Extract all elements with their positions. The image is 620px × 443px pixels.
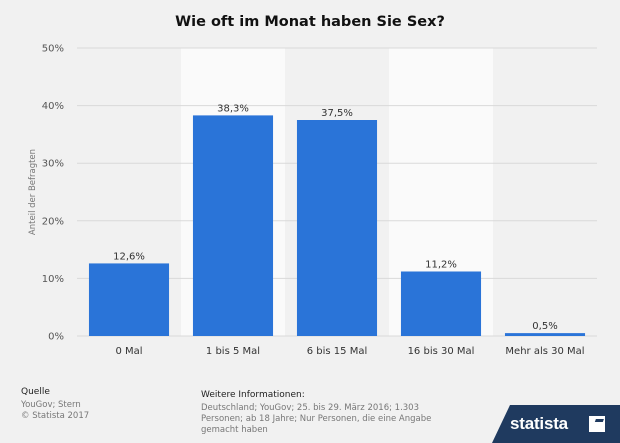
brand-wordmark: statista (510, 414, 568, 433)
y-tick-label: 20% (42, 216, 64, 227)
x-tick-label: Mehr als 30 Mal (505, 346, 584, 357)
x-tick-label: 1 bis 5 Mal (206, 346, 260, 357)
x-tick-label: 0 Mal (115, 346, 142, 357)
info-block: Weitere Informationen: Deutschland; YouG… (201, 390, 461, 436)
source-heading: Quelle (21, 387, 50, 397)
bar (88, 263, 170, 336)
bar (296, 120, 378, 336)
copyright-line: © Statista 2017 (21, 411, 90, 421)
y-axis-title: Anteil der Befragten (28, 149, 38, 235)
info-text: Deutschland; YouGov; 25. bis 29. März 20… (201, 403, 432, 435)
source-block: Quelle YouGov; Stern © Statista 2017 (21, 387, 191, 422)
y-tick-label: 30% (42, 159, 64, 170)
bar (504, 333, 586, 336)
y-tick-label: 40% (42, 101, 64, 112)
y-tick-label: 0% (48, 332, 64, 343)
data-label: 37,5% (321, 108, 353, 119)
chart-title: Wie oft im Monat haben Sie Sex? (175, 14, 445, 30)
statista-logo[interactable]: statista (492, 405, 620, 443)
y-tick-label: 50% (42, 44, 64, 55)
statista-mark-icon (589, 416, 605, 432)
bar (192, 115, 274, 336)
source-line: YouGov; Stern (21, 400, 81, 410)
x-tick-label: 6 bis 15 Mal (307, 346, 368, 357)
x-tick-label: 16 bis 30 Mal (408, 346, 475, 357)
info-heading: Weitere Informationen: (201, 390, 305, 400)
data-label: 0,5% (532, 321, 557, 332)
data-label: 38,3% (217, 103, 249, 114)
data-label: 12,6% (113, 251, 145, 262)
y-tick-label: 10% (42, 274, 64, 285)
bar-chart: 0% 10% 20% 30% 40% 50% Anteil der Befragten 12,… (28, 44, 597, 357)
data-label: 11,2% (425, 259, 457, 270)
bar (400, 271, 482, 336)
